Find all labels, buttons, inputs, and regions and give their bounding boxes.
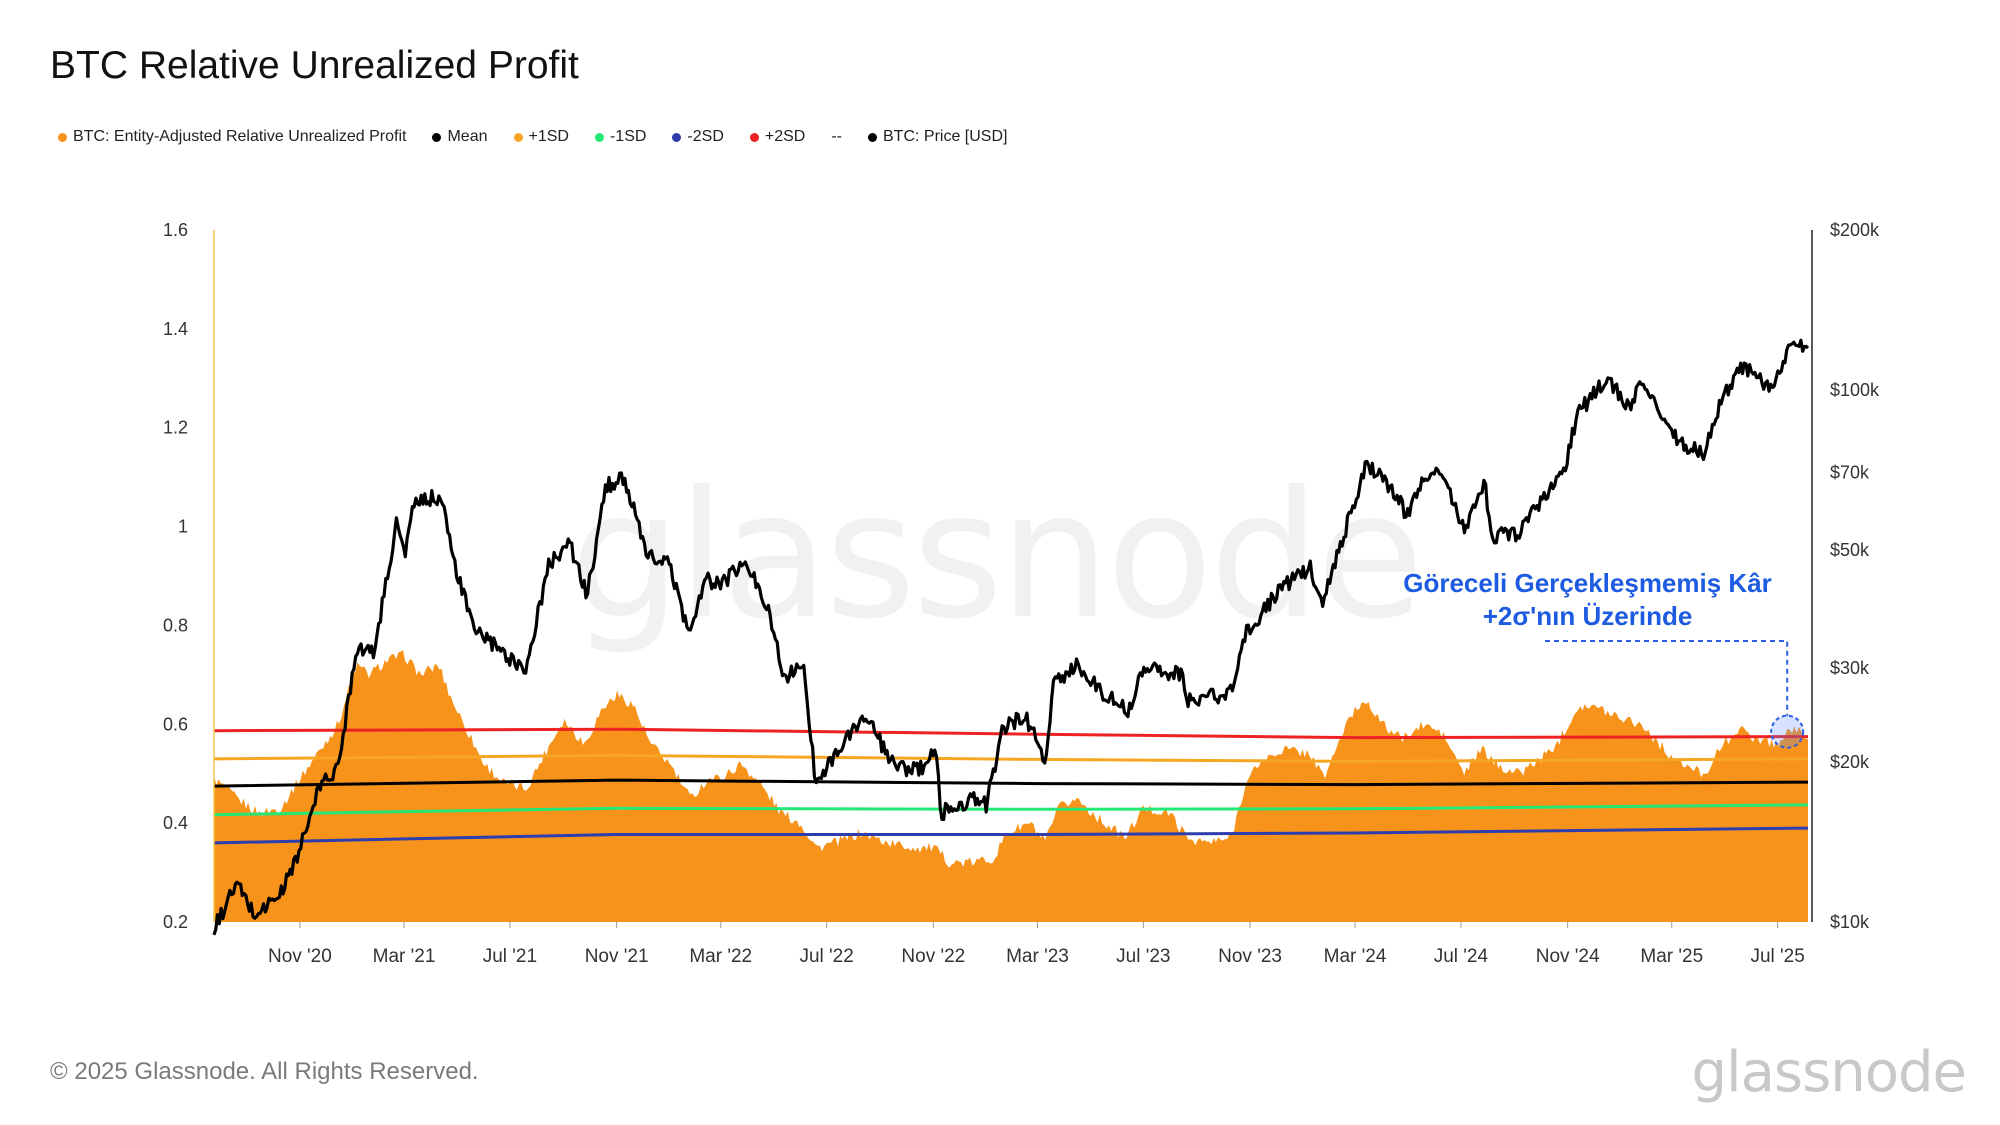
y2-tick-label: $20k: [1830, 752, 1870, 772]
legend-label: -2SD: [687, 128, 724, 145]
x-tick-label: Jul '25: [1750, 946, 1804, 967]
profit-area: [214, 650, 1808, 922]
legend-label: BTC: Entity-Adjusted Relative Unrealized…: [73, 128, 407, 145]
x-tick-label: Jul '23: [1116, 946, 1170, 967]
x-tick-label: Mar '24: [1324, 946, 1387, 967]
legend: BTC: Entity-Adjusted Relative Unrealized…: [58, 128, 1033, 146]
x-tick-label: Jul '24: [1434, 946, 1489, 967]
y2-tick-label: $100k: [1830, 380, 1880, 400]
legend-dot-icon: [594, 132, 604, 142]
legend-item[interactable]: -2SD: [672, 128, 724, 146]
band-line-1sd: [213, 803, 1809, 817]
legend-item[interactable]: BTC: Entity-Adjusted Relative Unrealized…: [58, 128, 406, 146]
legend-label: Mean: [447, 128, 488, 145]
x-tick-label: Mar '23: [1006, 946, 1069, 967]
legend-item[interactable]: +2SD: [749, 128, 806, 146]
y2-tick-label: $70k: [1830, 463, 1870, 483]
legend-item[interactable]: BTC: Price [USD]: [868, 128, 1007, 146]
x-tick-label: Jul '22: [799, 946, 853, 967]
band-line-2sd: [213, 826, 1809, 845]
y-tick-label: 0.6: [163, 714, 188, 734]
x-tick-label: Jul '21: [483, 946, 537, 967]
y2-tick-label: $10k: [1830, 912, 1870, 932]
y2-tick-label: $200k: [1830, 220, 1880, 240]
y-tick-label: 1: [178, 517, 188, 537]
x-tick-label: Mar '22: [689, 946, 752, 967]
legend-dot-icon: [513, 132, 523, 142]
copyright-text: © 2025 Glassnode. All Rights Reserved.: [50, 1058, 479, 1085]
annotation-line-1: Göreceli Gerçekleşmemiş Kâr: [1403, 568, 1772, 598]
legend-item[interactable]: --: [831, 128, 842, 146]
legend-dot-icon: [432, 132, 442, 142]
band-line-mean: [213, 778, 1809, 788]
x-tick-label: Mar '21: [373, 946, 436, 967]
legend-dot-icon: [868, 132, 877, 142]
y-tick-label: 0.8: [163, 615, 188, 635]
legend-dot-icon: [672, 132, 682, 142]
x-tick-label: Nov '21: [585, 946, 649, 967]
legend-item[interactable]: -1SD: [594, 128, 647, 146]
btc-price-line: [212, 338, 1810, 936]
y-tick-label: 1.4: [163, 319, 188, 339]
annotation-label: Göreceli Gerçekleşmemiş Kâr +2σ'nın Üzer…: [1385, 567, 1790, 633]
annotation-line-2: +2σ'nın Üzerinde: [1482, 601, 1693, 631]
glassnode-logo: glassnode: [1691, 1040, 1967, 1105]
legend-dot-icon: [749, 132, 759, 142]
highlight-circle: [1770, 714, 1805, 749]
chart-title: BTC Relative Unrealized Profit: [50, 44, 579, 87]
y2-tick-label: $50k: [1830, 540, 1870, 560]
legend-item[interactable]: +1SD: [513, 128, 569, 146]
legend-label: BTC: Price [USD]: [883, 128, 1008, 145]
x-tick-label: Mar '25: [1640, 946, 1703, 967]
x-tick-label: Nov '22: [901, 946, 965, 967]
legend-label: +2SD: [764, 128, 806, 145]
annotation-connector: [1545, 640, 1789, 716]
y-tick-label: 0.2: [163, 912, 188, 932]
x-tick-label: Nov '24: [1536, 946, 1600, 967]
legend-label: +1SD: [528, 128, 569, 145]
band-line-2sd: [213, 727, 1809, 740]
legend-label: -1SD: [609, 128, 647, 145]
legend-label: --: [831, 128, 842, 145]
y-tick-label: 1.6: [163, 220, 188, 240]
legend-dot-icon: [58, 132, 67, 142]
y-tick-label: 0.4: [163, 813, 188, 833]
y-tick-label: 1.2: [163, 418, 188, 438]
x-tick-label: Nov '23: [1218, 946, 1282, 967]
x-tick-label: Nov '20: [268, 946, 332, 967]
legend-item[interactable]: Mean: [432, 128, 488, 146]
band-line-1sd: [213, 753, 1809, 763]
y2-tick-label: $30k: [1830, 658, 1870, 678]
